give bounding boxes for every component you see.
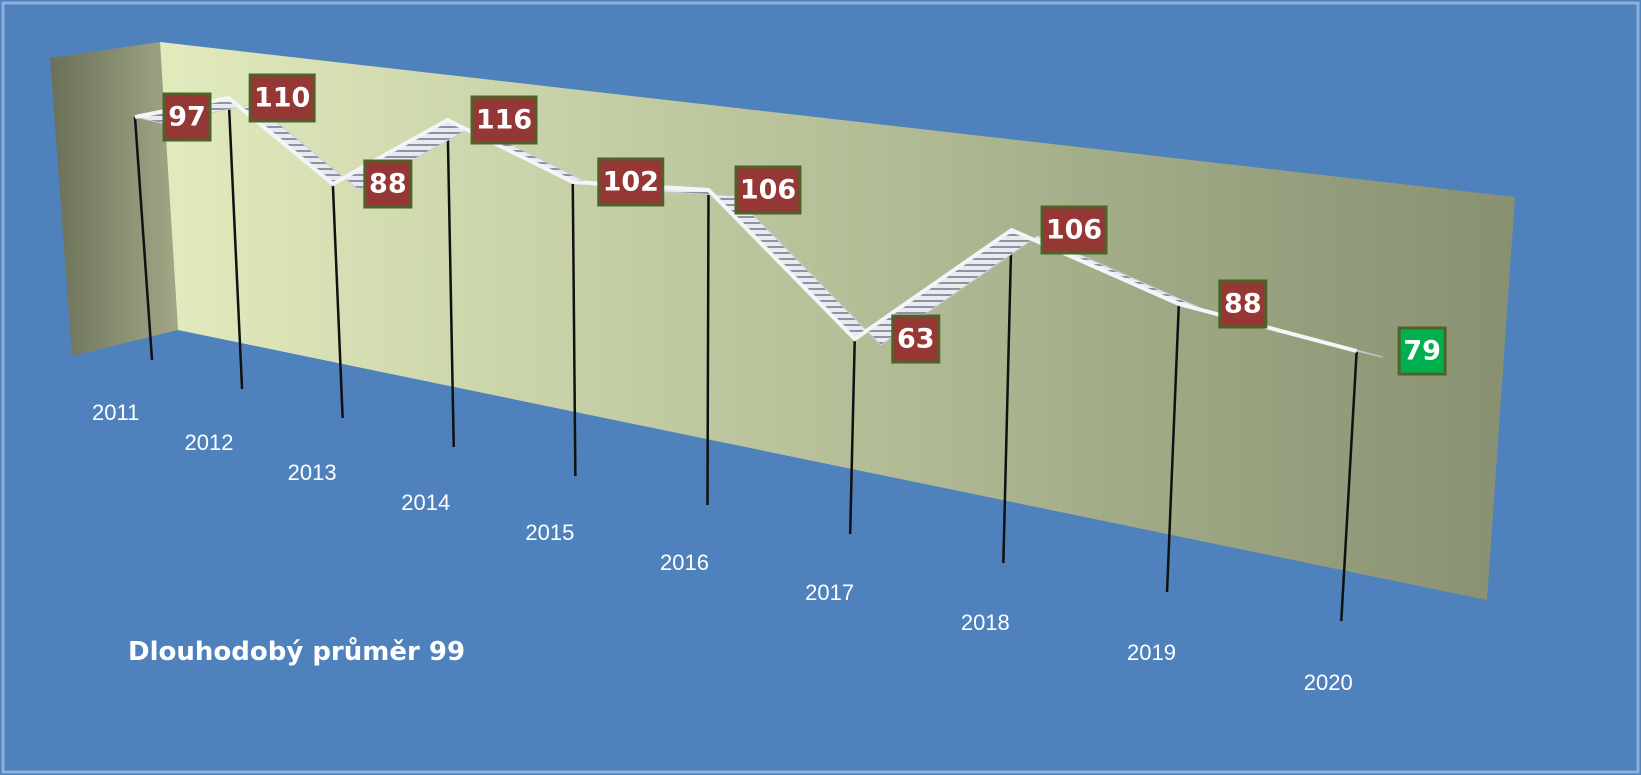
data-label: 116: [470, 95, 538, 145]
label-text: 63: [897, 324, 935, 355]
drop-line: [1340, 350, 1358, 622]
label-box: [363, 159, 413, 209]
label-text: 102: [603, 167, 659, 198]
x-tick-label: 2016: [660, 550, 709, 575]
x-tick-label: 2017: [805, 580, 854, 605]
label-box: [1218, 279, 1268, 329]
side-wall: [50, 42, 178, 356]
drop-line: [227, 97, 244, 390]
label-text: 97: [168, 102, 206, 133]
data-label: 102: [597, 157, 665, 207]
data-label: 63: [891, 314, 941, 364]
x-tick-label: 2020: [1304, 670, 1353, 695]
data-label: 88: [363, 159, 413, 209]
label-box: [891, 314, 941, 364]
data-label: 106: [734, 165, 802, 215]
drop-line: [706, 189, 710, 506]
drop-line: [848, 338, 857, 535]
annotation: Dlouhodobý průměr 99: [128, 636, 465, 667]
label-box: [1397, 326, 1447, 376]
label-text: 110: [254, 83, 310, 114]
data-label: 88: [1218, 279, 1268, 329]
x-tick-label: 2015: [525, 520, 574, 545]
x-tick-label: 2011: [92, 400, 139, 425]
data-label: 79: [1397, 326, 1447, 376]
label-text: 106: [740, 175, 796, 206]
drop-line: [446, 119, 455, 448]
x-tick-label: 2013: [288, 460, 337, 485]
drop-line: [133, 116, 154, 361]
drop-line: [571, 181, 577, 477]
drop-line: [1165, 303, 1181, 593]
label-text: 88: [1224, 289, 1262, 320]
label-text: 88: [369, 169, 407, 200]
label-box: [597, 157, 665, 207]
label-text: 106: [1046, 215, 1102, 246]
label-text: 116: [476, 105, 532, 136]
data-label: 106: [1040, 205, 1108, 255]
label-box: [162, 92, 212, 142]
data-label: 97: [162, 92, 212, 142]
label-box: [734, 165, 802, 215]
x-tick-label: 2014: [401, 490, 450, 515]
label-box: [470, 95, 538, 145]
x-tick-label: 2012: [185, 430, 234, 455]
data-label: 110: [248, 73, 316, 123]
drop-line: [1002, 229, 1013, 564]
label-box: [248, 73, 316, 123]
label-text: 79: [1403, 336, 1441, 367]
drop-line: [331, 183, 344, 419]
label-box: [1040, 205, 1108, 255]
x-tick-label: 2019: [1127, 640, 1176, 665]
x-tick-label: 2018: [961, 610, 1010, 635]
